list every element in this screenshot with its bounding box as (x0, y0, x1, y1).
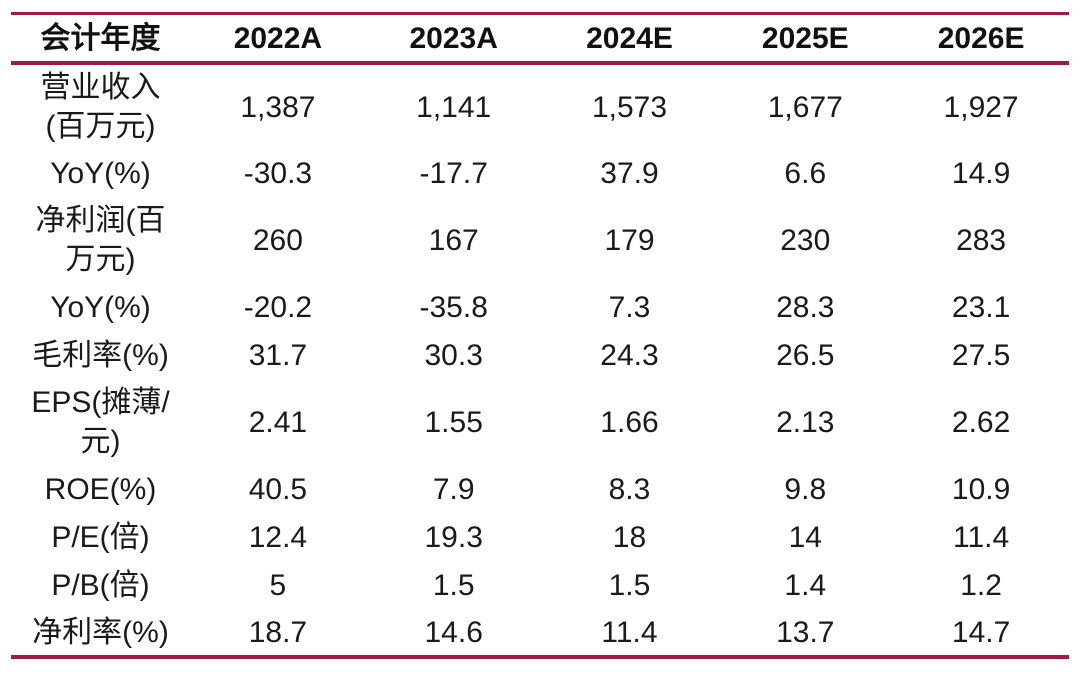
table-row: 毛利率(%) 31.7 30.3 24.3 26.5 27.5 (11, 331, 1069, 379)
table-cell: 30.3 (424, 338, 483, 372)
header-cell-year: 2026E (937, 21, 1025, 55)
table-cell: 18 (612, 520, 647, 554)
table-cell: 1,387 (240, 90, 316, 124)
table-cell: 1,573 (591, 90, 668, 124)
table-cell: 230 (780, 223, 831, 257)
table-row: 营业收入 (百万元) 1,387 1,141 1,573 1,677 1,927 (11, 63, 1069, 149)
table-header: 会计年度 2022A 2023A 2024E 2025E 2026E (11, 13, 1069, 63)
table-cell: 5 (269, 568, 287, 602)
table-cell: 1,677 (767, 90, 843, 124)
table-row: P/B(倍) 5 1.5 1.5 1.4 1.2 (11, 561, 1069, 609)
row-label: 净利率(%) (32, 615, 169, 649)
row-label: P/B(倍) (51, 568, 150, 602)
table-cell: 10.9 (951, 472, 1011, 506)
header-cell-year: 2024E (586, 21, 673, 55)
row-label: P/E(倍) (51, 520, 150, 554)
table-body: 营业收入 (百万元) 1,387 1,141 1,573 1,677 1,927 YoY(%… (11, 63, 1069, 657)
table-cell: 167 (428, 223, 479, 257)
table-cell: -17.7 (419, 156, 488, 190)
table-cell: 19.3 (424, 520, 483, 554)
table-cell: 7.9 (432, 472, 475, 506)
header-cell-fiscal-year: 会计年度 (40, 21, 161, 55)
table-cell: 7.3 (608, 290, 651, 324)
table-cell: 24.3 (600, 338, 659, 372)
table-cell: 18.7 (248, 615, 308, 649)
table-cell: 13.7 (776, 615, 835, 649)
table-cell: 14.7 (951, 615, 1011, 649)
table-cell: 14.6 (424, 615, 483, 649)
financial-forecast-table: 会计年度 2022A 2023A 2024E 2025E 2026E 营业收入 (百万元)… (11, 12, 1069, 659)
table-row: P/E(倍) 12.4 19.3 18 14 11.4 (11, 513, 1069, 561)
table-cell: 1.4 (784, 568, 827, 602)
row-label: YoY(%) (50, 156, 151, 190)
table-cell: 28.3 (776, 290, 835, 324)
table-cell: 31.7 (248, 338, 308, 372)
table-cell: 1,927 (943, 90, 1019, 124)
row-label: 营业收入 (百万元) (40, 71, 161, 143)
table-cell: -20.2 (243, 290, 313, 324)
table-cell: 14 (788, 520, 822, 554)
table-cell: 1,141 (416, 90, 492, 124)
header-cell-year: 2022A (233, 21, 323, 55)
table-cell: 1.66 (600, 405, 659, 439)
header-cell-year: 2025E (761, 21, 849, 55)
row-label: 毛利率(%) (32, 338, 169, 372)
table-cell: 26.5 (776, 338, 835, 372)
table-cell: 2.13 (776, 405, 835, 439)
table-cell: 40.5 (248, 472, 308, 506)
header-cell-year: 2023A (409, 21, 498, 55)
table-row: YoY(%) -30.3 -17.7 37.9 6.6 14.9 (11, 149, 1069, 197)
row-label: YoY(%) (50, 290, 151, 324)
table-cell: 1.55 (424, 405, 483, 439)
table-row: 净利率(%) 18.7 14.6 11.4 13.7 14.7 (11, 609, 1069, 657)
table-cell: 1.5 (432, 568, 475, 602)
table-cell: 260 (252, 223, 303, 257)
table-header-row: 会计年度 2022A 2023A 2024E 2025E 2026E (11, 13, 1069, 63)
table-cell: 11.4 (601, 615, 658, 649)
table-cell: 8.3 (608, 472, 651, 506)
table-cell: 1.5 (608, 568, 651, 602)
table-cell: 14.9 (951, 156, 1011, 190)
table-row: YoY(%) -20.2 -35.8 7.3 28.3 23.1 (11, 283, 1069, 331)
row-label: ROE(%) (44, 472, 157, 506)
table-cell: 283 (956, 223, 1007, 257)
table-cell: 11.4 (953, 520, 1010, 554)
table-cell: 179 (604, 223, 655, 257)
table-cell: 2.62 (951, 405, 1011, 439)
table-cell: 9.8 (784, 472, 827, 506)
table-cell: 1.2 (960, 568, 1002, 602)
table-cell: 6.6 (784, 156, 827, 190)
row-label: 净利润(百 万元) (35, 204, 166, 276)
table-row: ROE(%) 40.5 7.9 8.3 9.8 10.9 (11, 465, 1069, 513)
table-cell: -35.8 (419, 290, 488, 324)
table-cell: -30.3 (243, 156, 313, 190)
table-cell: 37.9 (600, 156, 659, 190)
table-cell: 27.5 (951, 338, 1011, 372)
table-row: EPS(摊薄/ 元) 2.41 1.55 1.66 2.13 2.62 (11, 379, 1069, 465)
table-row: 净利润(百 万元) 260 167 179 230 283 (11, 197, 1069, 283)
table-cell: 2.41 (248, 405, 308, 439)
row-label: EPS(摊薄/ 元) (31, 386, 170, 458)
table-cell: 12.4 (248, 520, 308, 554)
table-cell: 23.1 (951, 290, 1011, 324)
